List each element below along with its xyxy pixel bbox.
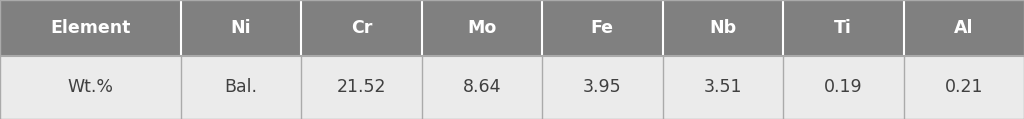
- Text: Wt.%: Wt.%: [68, 78, 114, 97]
- Text: Al: Al: [954, 19, 974, 37]
- Bar: [422, 0, 542, 56]
- Text: Mo: Mo: [467, 19, 497, 37]
- Bar: [422, 56, 542, 119]
- Bar: [542, 56, 663, 119]
- Text: Ni: Ni: [230, 19, 251, 37]
- Text: Nb: Nb: [710, 19, 736, 37]
- Text: 0.19: 0.19: [824, 78, 862, 97]
- Text: Element: Element: [50, 19, 130, 37]
- Bar: [663, 56, 783, 119]
- Text: Bal.: Bal.: [224, 78, 257, 97]
- Text: Cr: Cr: [351, 19, 372, 37]
- Bar: [301, 56, 422, 119]
- Text: 21.52: 21.52: [337, 78, 386, 97]
- Text: 3.51: 3.51: [703, 78, 742, 97]
- Text: Fe: Fe: [591, 19, 613, 37]
- Bar: [903, 0, 1024, 56]
- Text: 0.21: 0.21: [944, 78, 983, 97]
- Bar: [903, 56, 1024, 119]
- Bar: [0, 0, 180, 56]
- Text: 3.95: 3.95: [583, 78, 622, 97]
- Bar: [180, 56, 301, 119]
- Text: 8.64: 8.64: [463, 78, 501, 97]
- Bar: [301, 0, 422, 56]
- Bar: [783, 56, 903, 119]
- Text: Ti: Ti: [835, 19, 852, 37]
- Bar: [663, 0, 783, 56]
- Bar: [180, 0, 301, 56]
- Bar: [783, 0, 903, 56]
- Bar: [0, 56, 180, 119]
- Bar: [542, 0, 663, 56]
